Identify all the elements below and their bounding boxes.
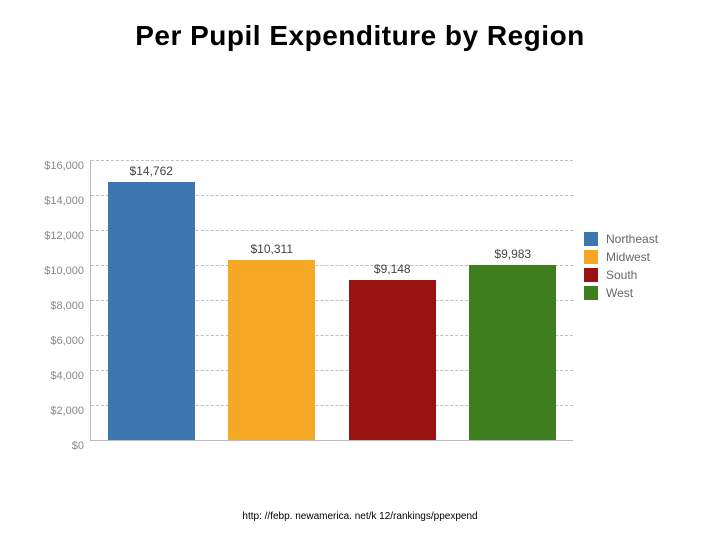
source-citation: http: //febp. newamerica. net/k 12/ranki… <box>0 511 720 522</box>
bar-label: $10,311 <box>202 242 342 256</box>
bar-northeast <box>108 182 195 440</box>
grid-line <box>91 160 573 161</box>
y-tick-label: $12,000 <box>44 230 84 242</box>
legend-label: West <box>606 286 633 300</box>
y-tick-label: $4,000 <box>50 370 84 382</box>
legend-label: Midwest <box>606 250 650 264</box>
bar-midwest <box>228 260 315 440</box>
legend-swatch <box>584 286 598 300</box>
legend-label: Northeast <box>606 232 658 246</box>
y-tick-label: $8,000 <box>50 300 84 312</box>
legend-item: Northeast <box>584 232 692 246</box>
bar-label: $14,762 <box>81 164 221 178</box>
legend-swatch <box>584 250 598 264</box>
expenditure-chart: $0$2,000$4,000$6,000$8,000$10,000$12,000… <box>28 160 692 440</box>
legend: Northeast Midwest South West <box>584 228 692 304</box>
y-tick-label: $14,000 <box>44 195 84 207</box>
legend-item: West <box>584 286 692 300</box>
legend-swatch <box>584 232 598 246</box>
y-tick-label: $10,000 <box>44 265 84 277</box>
bar-label: $9,983 <box>443 247 583 261</box>
legend-swatch <box>584 268 598 282</box>
legend-item: South <box>584 268 692 282</box>
legend-item: Midwest <box>584 250 692 264</box>
y-tick-label: $16,000 <box>44 160 84 172</box>
plot-area: $14,762$10,311$9,148$9,983 <box>90 160 573 441</box>
y-tick-label: $6,000 <box>50 335 84 347</box>
page-title: Per Pupil Expenditure by Region <box>0 20 720 52</box>
y-tick-label: $2,000 <box>50 405 84 417</box>
y-tick-label: $0 <box>72 440 84 452</box>
bar-south <box>349 280 436 440</box>
y-axis: $0$2,000$4,000$6,000$8,000$10,000$12,000… <box>28 160 88 440</box>
slide: Per Pupil Expenditure by Region $0 $2,000… <box>0 0 720 540</box>
legend-label: South <box>606 268 637 282</box>
bar-label: $9,148 <box>322 262 462 276</box>
bar-west <box>469 265 556 440</box>
